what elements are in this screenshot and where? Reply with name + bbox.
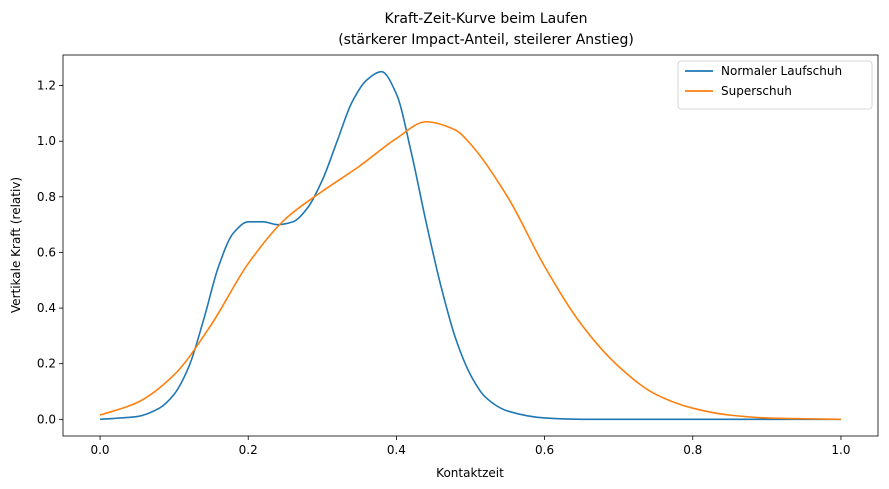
- chart-subtitle: (stärkerer Impact-Anteil, steilerer Anst…: [338, 32, 634, 48]
- legend-label-2: Superschuh: [721, 84, 792, 98]
- series-line-1: [99, 70, 841, 421]
- y-tick-label: 0.8: [37, 190, 56, 204]
- legend-label-1: Normaler Laufschuh: [721, 64, 842, 78]
- plot-series: [99, 70, 841, 421]
- y-tick-label: 0.2: [37, 357, 56, 371]
- y-tick-label: 0.0: [37, 412, 56, 426]
- y-axis: 0.0 0.2 0.4 0.6 0.8 1.0 1.2: [37, 79, 63, 426]
- legend-box: [677, 60, 873, 110]
- y-tick-label: 0.6: [37, 245, 56, 259]
- y-axis-label: Vertikale Kraft (relativ): [9, 177, 23, 313]
- x-tick-label: 0.6: [535, 443, 554, 457]
- x-tick-label: 0.2: [239, 443, 258, 457]
- legend: Normaler Laufschuh Superschuh: [677, 60, 873, 110]
- y-tick-label: 1.2: [37, 79, 56, 93]
- y-tick-label: 0.4: [37, 301, 56, 315]
- y-tick-label: 1.0: [37, 134, 56, 148]
- plot-frame: [62, 54, 879, 437]
- x-axis: 0.0 0.2 0.4 0.6 0.8 1.0: [90, 436, 851, 457]
- chart-title: Kraft-Zeit-Kurve beim Laufen: [385, 11, 588, 27]
- x-tick-label: 0.0: [90, 443, 109, 457]
- x-tick-label: 0.4: [387, 443, 406, 457]
- x-axis-label: Kontaktzeit: [436, 466, 504, 480]
- x-tick-label: 0.8: [683, 443, 702, 457]
- x-tick-label: 1.0: [831, 443, 850, 457]
- series-line-2: [99, 120, 841, 421]
